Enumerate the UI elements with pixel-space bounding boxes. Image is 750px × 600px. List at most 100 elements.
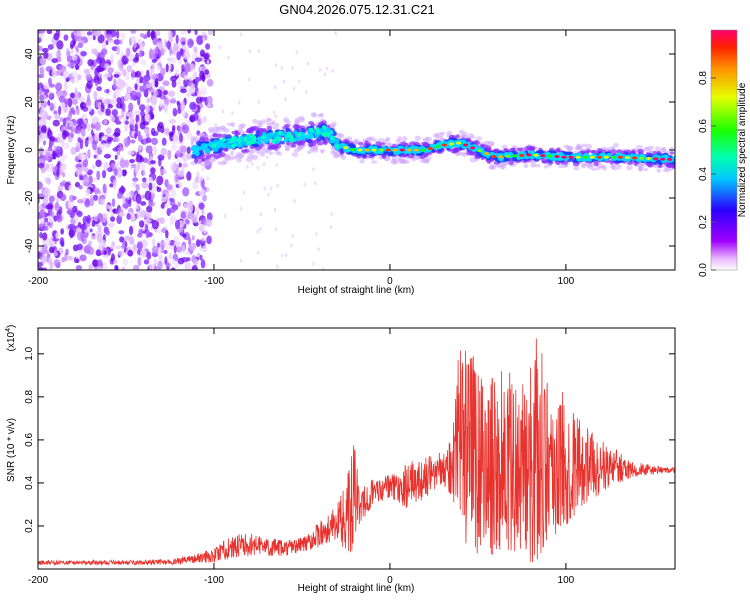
noise-cell bbox=[69, 232, 74, 239]
noise-cell bbox=[38, 37, 42, 44]
noise-cell bbox=[106, 89, 110, 94]
noise-cell bbox=[110, 52, 115, 62]
noise-cell bbox=[139, 104, 146, 111]
ridge-cell bbox=[251, 154, 259, 161]
ridge-peak bbox=[470, 146, 476, 150]
noise-cell bbox=[189, 101, 197, 110]
colorbar-tick-label: 0.0 bbox=[698, 263, 709, 277]
noise-cell bbox=[182, 162, 188, 168]
noise-cell bbox=[61, 129, 67, 140]
noise-cell bbox=[160, 48, 165, 56]
noise-cell bbox=[136, 242, 143, 250]
noise-cell bbox=[184, 250, 191, 256]
noise-cell bbox=[102, 253, 110, 259]
noise-cell bbox=[124, 122, 128, 132]
noise-cell bbox=[192, 112, 199, 122]
noise-cell bbox=[94, 189, 101, 195]
noise-speck bbox=[266, 155, 269, 160]
noise-cell bbox=[168, 252, 172, 260]
ridge-cell bbox=[266, 118, 273, 122]
noise-cell bbox=[201, 72, 206, 83]
ridge-cell bbox=[669, 151, 675, 155]
ridge-peak bbox=[455, 141, 462, 145]
snr-x-tick-label: -100 bbox=[204, 575, 224, 586]
noise-cell bbox=[171, 80, 177, 88]
noise-cell bbox=[103, 261, 108, 270]
noise-cell bbox=[142, 177, 147, 183]
noise-cell bbox=[47, 145, 53, 153]
noise-cell bbox=[123, 137, 130, 146]
ridge-peak bbox=[250, 139, 256, 144]
ridge-cell bbox=[272, 125, 279, 130]
ridge-cell bbox=[440, 131, 446, 136]
noise-speck bbox=[259, 212, 263, 217]
noise-cell bbox=[129, 239, 135, 245]
noise-cell bbox=[73, 35, 80, 40]
noise-speck bbox=[206, 176, 209, 181]
noise-cell bbox=[165, 63, 169, 73]
spectrogram-x-tick-label: -100 bbox=[204, 276, 224, 287]
noise-speck bbox=[293, 198, 296, 203]
ridge-cell bbox=[582, 162, 588, 166]
ridge-cell bbox=[643, 147, 651, 152]
noise-cell bbox=[191, 82, 195, 90]
noise-speck bbox=[274, 114, 277, 119]
noise-cell bbox=[169, 199, 176, 207]
noise-cell bbox=[49, 260, 53, 270]
ridge-cell bbox=[556, 147, 561, 153]
noise-cell bbox=[55, 231, 61, 240]
noise-cell bbox=[186, 146, 191, 155]
noise-cell bbox=[75, 265, 83, 270]
noise-cell bbox=[40, 254, 47, 264]
noise-cell bbox=[150, 113, 155, 120]
noise-cell bbox=[184, 219, 190, 225]
noise-cell bbox=[159, 217, 165, 225]
noise-cell bbox=[198, 188, 206, 197]
spectrogram-heatmap bbox=[38, 30, 675, 270]
noise-cell bbox=[47, 100, 51, 106]
noise-speck bbox=[239, 32, 243, 37]
noise-cell bbox=[101, 135, 108, 141]
ridge-peak bbox=[275, 136, 281, 142]
noise-cell bbox=[119, 186, 126, 193]
noise-cell bbox=[101, 213, 108, 223]
ridge-cell bbox=[226, 122, 234, 127]
noise-cell bbox=[97, 224, 102, 233]
ridge-cell bbox=[422, 137, 427, 142]
noise-cell bbox=[169, 206, 176, 214]
snr-y-tick-label: 1.0 bbox=[24, 346, 35, 360]
noise-cell bbox=[92, 141, 97, 151]
noise-speck bbox=[312, 167, 315, 172]
noise-cell bbox=[113, 88, 121, 97]
noise-cell bbox=[146, 212, 152, 219]
ridge-cell bbox=[386, 141, 393, 148]
noise-cell bbox=[49, 136, 56, 142]
noise-cell bbox=[191, 265, 199, 270]
noise-cell bbox=[145, 104, 151, 114]
noise-cell bbox=[180, 145, 187, 154]
noise-speck bbox=[276, 264, 279, 269]
noise-cell bbox=[62, 90, 66, 95]
noise-cell bbox=[140, 201, 147, 206]
noise-cell bbox=[107, 167, 113, 173]
ridge-cell bbox=[338, 133, 345, 139]
noise-cell bbox=[38, 162, 45, 169]
noise-cell bbox=[128, 225, 134, 236]
noise-cell bbox=[120, 244, 126, 250]
ridge-peak bbox=[413, 148, 419, 152]
ridge-cell bbox=[308, 134, 315, 139]
noise-cell bbox=[113, 78, 117, 89]
ridge-peak bbox=[301, 136, 306, 141]
noise-speck bbox=[280, 66, 283, 71]
noise-speck bbox=[199, 246, 202, 251]
ridge-cell bbox=[476, 136, 482, 141]
ridge-cell bbox=[494, 164, 502, 168]
noise-cell bbox=[46, 222, 51, 227]
noise-speck bbox=[239, 206, 242, 211]
noise-cell bbox=[181, 124, 190, 134]
ridge-peak bbox=[617, 155, 624, 159]
noise-cell bbox=[89, 194, 94, 200]
noise-speck bbox=[243, 190, 246, 195]
noise-cell bbox=[188, 76, 193, 81]
noise-cell bbox=[149, 68, 153, 76]
